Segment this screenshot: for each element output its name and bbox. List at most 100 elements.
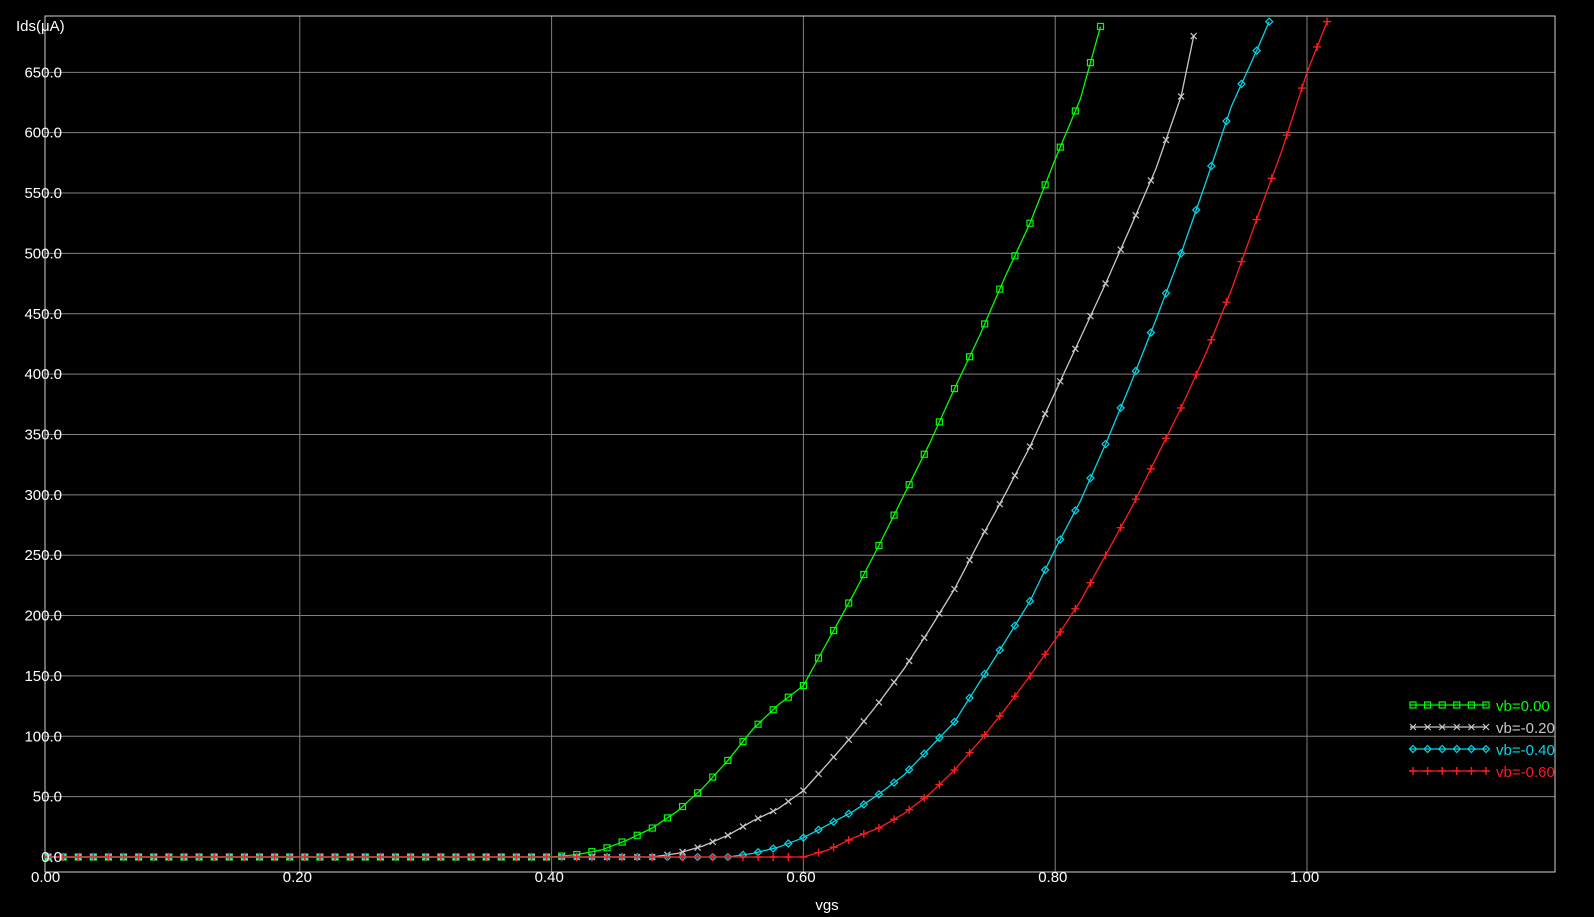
data-point: [59, 853, 68, 861]
data-point: [920, 794, 929, 803]
data-point: [1423, 701, 1432, 709]
legend-item: vb=-0.20: [1409, 720, 1555, 737]
data-point: [1424, 723, 1432, 731]
data-point: [1162, 136, 1170, 144]
series-line: [48, 21, 1270, 858]
data-point: [1467, 723, 1475, 731]
data-point: [935, 610, 943, 618]
data-point: [482, 853, 491, 861]
data-point: [904, 765, 914, 774]
data-point: [1161, 434, 1170, 443]
data-point: [829, 817, 838, 827]
data-point: [965, 693, 974, 703]
y-tick-label: 200.0: [24, 608, 62, 625]
data-point: [1423, 744, 1432, 754]
data-point: [1010, 621, 1020, 631]
data-point: [1438, 701, 1446, 709]
data-point: [678, 853, 687, 861]
data-point: [104, 853, 113, 861]
x-tick-label: 0.00: [31, 869, 60, 886]
data-point: [1438, 723, 1446, 731]
data-point: [935, 733, 944, 743]
grid: [45, 16, 1555, 872]
data-point: [1056, 143, 1064, 151]
data-point: [995, 645, 1005, 655]
data-point: [1267, 174, 1276, 183]
legend: vb=0.00 vb=-0.20 vb=-0.40 vb=-0.60: [1408, 698, 1555, 781]
y-tick-label: 250.0: [24, 547, 62, 564]
legend-label: vb=-0.40: [1496, 742, 1555, 759]
series-3: [44, 17, 1332, 861]
data-point: [799, 787, 807, 795]
legend-item: vb=-0.40: [1408, 742, 1555, 759]
data-point: [920, 450, 928, 458]
data-point: [920, 634, 928, 642]
data-point: [195, 853, 204, 861]
data-point: [784, 853, 793, 861]
data-point: [179, 853, 188, 861]
data-point: [709, 838, 717, 846]
data-point: [391, 853, 400, 861]
data-point: [633, 853, 642, 861]
data-point: [512, 853, 521, 861]
data-point: [74, 853, 83, 861]
y-tick-label: 650.0: [24, 64, 62, 81]
data-point: [980, 730, 989, 739]
data-point: [844, 809, 854, 819]
y-tick-label: 350.0: [24, 426, 62, 443]
data-point: [783, 839, 793, 848]
series-line: [48, 21, 1328, 858]
data-point: [1482, 701, 1490, 709]
data-point: [1409, 701, 1417, 709]
data-point: [467, 853, 476, 861]
data-point: [1482, 767, 1490, 775]
data-point: [587, 853, 596, 861]
data-point: [1452, 767, 1461, 775]
tick-labels: 0.00 0.20 0.40 0.60 0.80 1.00 0.0 50.0 100.0 150.…: [24, 64, 1319, 886]
data-point: [1408, 744, 1418, 754]
x-tick-label: 0.80: [1038, 869, 1067, 886]
data-point: [1252, 215, 1261, 224]
data-point: [965, 353, 974, 361]
data-point: [603, 844, 611, 852]
data-point: [830, 753, 838, 761]
x-axis-label: vgs: [815, 897, 838, 914]
data-point: [1025, 596, 1035, 606]
data-point: [678, 802, 687, 811]
data-point: [1437, 744, 1447, 754]
x-tick-label: 0.40: [535, 869, 564, 886]
data-point: [164, 853, 173, 861]
data-point: [1026, 219, 1034, 227]
data-point: [1101, 551, 1110, 560]
data-point: [679, 848, 686, 856]
data-point: [814, 825, 823, 835]
data-point: [694, 844, 702, 852]
data-point: [1086, 473, 1095, 483]
data-point: [436, 853, 445, 861]
legend-label: vb=-0.20: [1496, 720, 1555, 737]
data-point: [1131, 495, 1140, 504]
data-point: [1423, 767, 1432, 775]
data-point: [1177, 93, 1185, 100]
data-point: [815, 770, 822, 778]
data-point: [950, 717, 959, 727]
data-point: [784, 693, 792, 701]
data-point: [980, 669, 990, 679]
data-point: [210, 853, 219, 861]
data-point: [966, 556, 974, 564]
data-point: [874, 789, 884, 799]
legend-item: vb=-0.60: [1409, 764, 1555, 781]
data-point: [361, 853, 370, 861]
data-point: [1040, 565, 1050, 575]
x-tick-label: 1.00: [1290, 869, 1319, 886]
data-point: [1438, 767, 1447, 775]
data-point: [602, 853, 611, 861]
data-point: [1010, 692, 1019, 701]
data-point: [845, 599, 853, 607]
data-point: [1190, 32, 1198, 40]
data-point: [1011, 252, 1019, 260]
x-tick-label: 0.60: [786, 869, 815, 886]
data-point: [996, 500, 1004, 508]
data-point: [663, 814, 672, 822]
data-point: [1452, 744, 1462, 754]
